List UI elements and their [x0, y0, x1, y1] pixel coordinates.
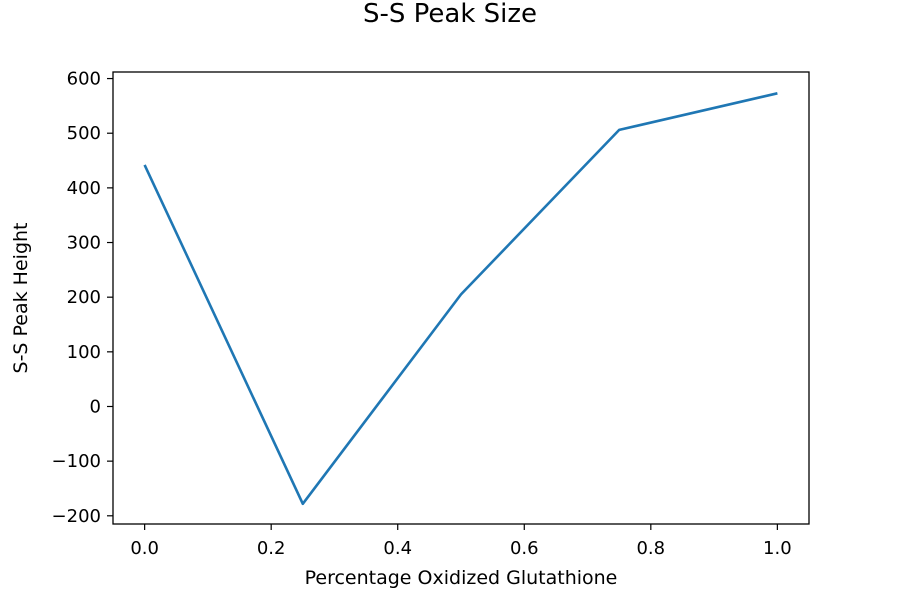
plot-area — [143, 92, 778, 506]
y-tick-label: 500 — [67, 123, 101, 144]
y-tick-label: 0 — [90, 396, 101, 417]
x-tick-label: 0.8 — [636, 538, 665, 559]
y-tick-label: 100 — [67, 342, 101, 363]
y-tick-label: 300 — [67, 233, 101, 254]
series-line — [143, 92, 778, 506]
x-axis-label: Percentage Oxidized Glutathione — [305, 567, 618, 589]
y-axis: −200 −100 0 100 200 300 400 500 600 — [52, 69, 113, 527]
y-tick-label: 200 — [67, 287, 101, 308]
y-tick-label: −200 — [52, 506, 101, 527]
y-tick-label: 400 — [67, 178, 101, 199]
y-tick-label: −100 — [52, 451, 101, 472]
y-axis-label: S-S Peak Height — [10, 223, 32, 374]
plot-frame — [112, 71, 810, 525]
x-tick-label: 0.0 — [130, 538, 159, 559]
x-tick-label: 0.4 — [383, 538, 412, 559]
x-tick-label: 1.0 — [763, 538, 792, 559]
x-tick-label: 0.2 — [257, 538, 286, 559]
x-axis: 0.0 0.2 0.4 0.6 0.8 1.0 — [130, 524, 792, 559]
x-tick-label: 0.6 — [510, 538, 539, 559]
chart-title: S-S Peak Size — [363, 0, 537, 29]
y-tick-label: 600 — [67, 69, 101, 90]
